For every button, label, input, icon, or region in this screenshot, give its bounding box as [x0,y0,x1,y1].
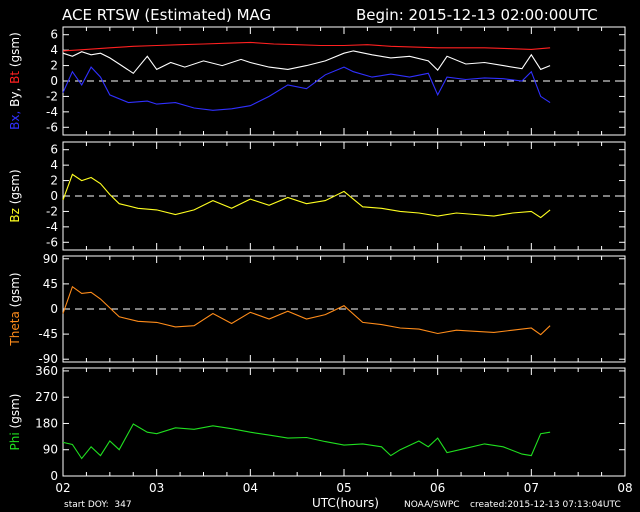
y-tick-label: 0 [50,74,58,88]
y-tick-label: 45 [43,277,58,291]
y-tick-label: -4 [46,105,58,119]
y-axis-label: Theta (gsm) [8,272,22,346]
y-tick-label: -6 [46,235,58,249]
y-tick-label: 4 [50,43,58,57]
y-axis-label-part: Phi [8,432,22,450]
y-axis-label: Phi (gsm) [8,394,22,451]
y-axis-label-part: Bz [8,208,22,223]
y-tick-label: 4 [50,158,58,172]
series-bz [62,173,551,219]
panel-frame [62,367,626,477]
y-tick-label: -6 [46,120,58,134]
series-bx [62,66,551,111]
chart-title: ACE RTSW (Estimated) MAG [62,6,272,24]
y-tick-label: 0 [50,189,58,203]
y-tick-label: 360 [35,364,58,378]
y-axis-label-part: By, [8,88,22,111]
series-phi [62,423,551,460]
y-tick-label: 90 [43,252,58,266]
y-tick-label: 0 [50,469,58,483]
x-tick-label: 06 [430,481,445,495]
y-tick-label: 2 [50,59,58,73]
x-axis-label: UTC(hours) [312,496,379,510]
y-tick-label: 0 [50,302,58,316]
start-doy: start DOY: 347 [64,500,132,510]
series-bt [62,41,551,52]
y-tick-label: -2 [46,204,58,218]
source-label: NOAA/SWPC [404,500,460,510]
x-tick-label: 08 [617,481,632,495]
created-time: created:2015-12-13 07:13:04UTC [470,500,621,510]
begin-time: Begin: 2015-12-13 02:00:00UTC [356,6,598,24]
series-theta [62,285,551,336]
y-tick-label: 180 [35,416,58,430]
x-tick-label: 07 [524,481,539,495]
x-tick-label: 04 [243,481,258,495]
y-tick-label: 6 [50,143,58,157]
y-tick-label: -4 [46,220,58,234]
y-axis-label-part: Theta [8,311,22,346]
y-tick-label: 2 [50,174,58,188]
series-by [62,50,551,75]
y-tick-label: 270 [35,390,58,404]
y-axis-label: Bz (gsm) [8,169,22,222]
y-tick-label: -90 [38,352,58,366]
y-axis-label-part: Bx, [8,111,22,130]
y-axis-label-part: (gsm) [8,32,22,71]
y-tick-label: 6 [50,28,58,42]
y-axis-label-part: (gsm) [8,272,22,311]
y-axis-label-part: (gsm) [8,394,22,433]
x-tick-label: 02 [55,481,70,495]
y-axis-label-part: (gsm) [8,169,22,208]
x-tick-label: 05 [336,481,351,495]
y-tick-label: -45 [38,327,58,341]
y-axis-label-part: Bt [8,71,22,88]
x-tick-label: 03 [149,481,164,495]
y-tick-label: 90 [43,443,58,457]
y-tick-label: -2 [46,89,58,103]
y-axis-label: Bx, By, Bt (gsm) [8,32,22,130]
